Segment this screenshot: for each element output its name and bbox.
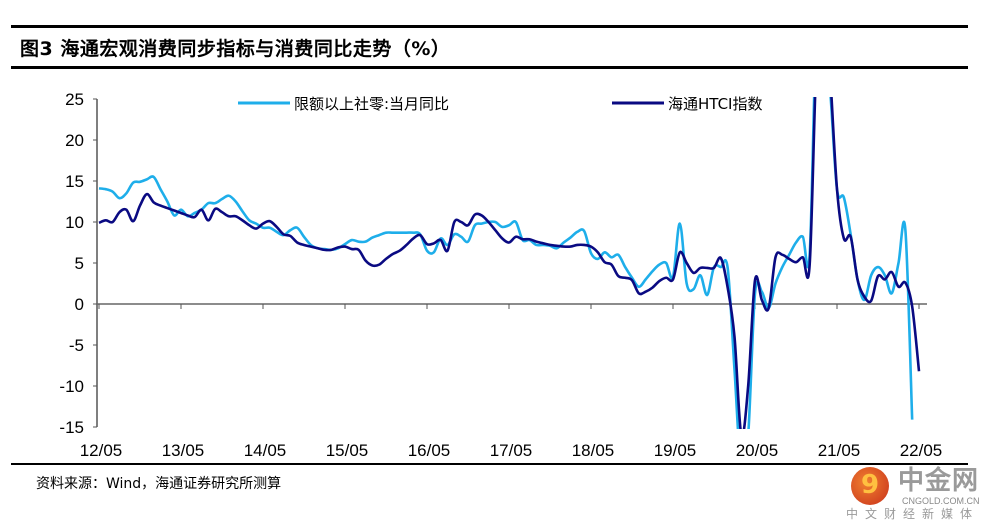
legend: 限额以上社零:当月同比 海通HTCI指数 [238, 95, 762, 113]
x-tick-label: 20/05 [736, 441, 779, 460]
y-tick-label: -15 [59, 418, 84, 437]
legend-label-retail: 限额以上社零:当月同比 [294, 95, 449, 113]
watermark-tagline: 中文财经新媒体 [846, 507, 980, 521]
x-tick-label: 17/05 [490, 441, 533, 460]
y-tick-label: -10 [59, 377, 84, 396]
x-tick-label: 15/05 [326, 441, 369, 460]
x-tick-label: 22/05 [900, 441, 943, 460]
series-line-htci [98, 97, 921, 429]
x-axis: 12/05 13/05 14/05 15/05 16/05 17/05 18/05 19/05… [80, 303, 943, 460]
y-axis: 25 20 15 10 5 0 -5 -10 -15 [59, 90, 98, 437]
plot-lines [98, 97, 921, 429]
y-tick-label: 0 [75, 295, 84, 314]
watermark-url: CNGOLD.COM.CN [902, 496, 980, 506]
y-tick-label: 10 [65, 213, 84, 232]
x-tick-label: 12/05 [80, 441, 123, 460]
source-note: 资料来源：Wind，海通证券研究所测算 [36, 476, 282, 492]
x-tick-label: 19/05 [654, 441, 697, 460]
x-tick-label: 13/05 [162, 441, 205, 460]
watermark: 9 中金网 CNGOLD.COM.CN 中文财经新媒体 [846, 467, 1000, 523]
series-line-retail [98, 97, 914, 429]
watermark-logo-glyph: 9 [861, 470, 880, 500]
y-tick-label: 15 [65, 172, 84, 191]
legend-label-htci: 海通HTCI指数 [668, 95, 762, 113]
x-tick-label: 16/05 [408, 441, 451, 460]
figure-title: 图3 海通宏观消费同步指标与消费同比走势（%） [20, 38, 451, 60]
title-rule [11, 66, 968, 69]
watermark-logo-icon: 9 [851, 467, 889, 505]
x-tick-label: 14/05 [244, 441, 287, 460]
x-tick-label: 18/05 [572, 441, 615, 460]
y-tick-label: 25 [65, 90, 84, 109]
top-rule [11, 25, 968, 28]
y-tick-label: 5 [75, 254, 84, 273]
y-tick-label: -5 [69, 336, 84, 355]
x-tick-label: 21/05 [818, 441, 861, 460]
watermark-name: 中金网 [898, 466, 980, 496]
y-tick-label: 20 [65, 131, 84, 150]
